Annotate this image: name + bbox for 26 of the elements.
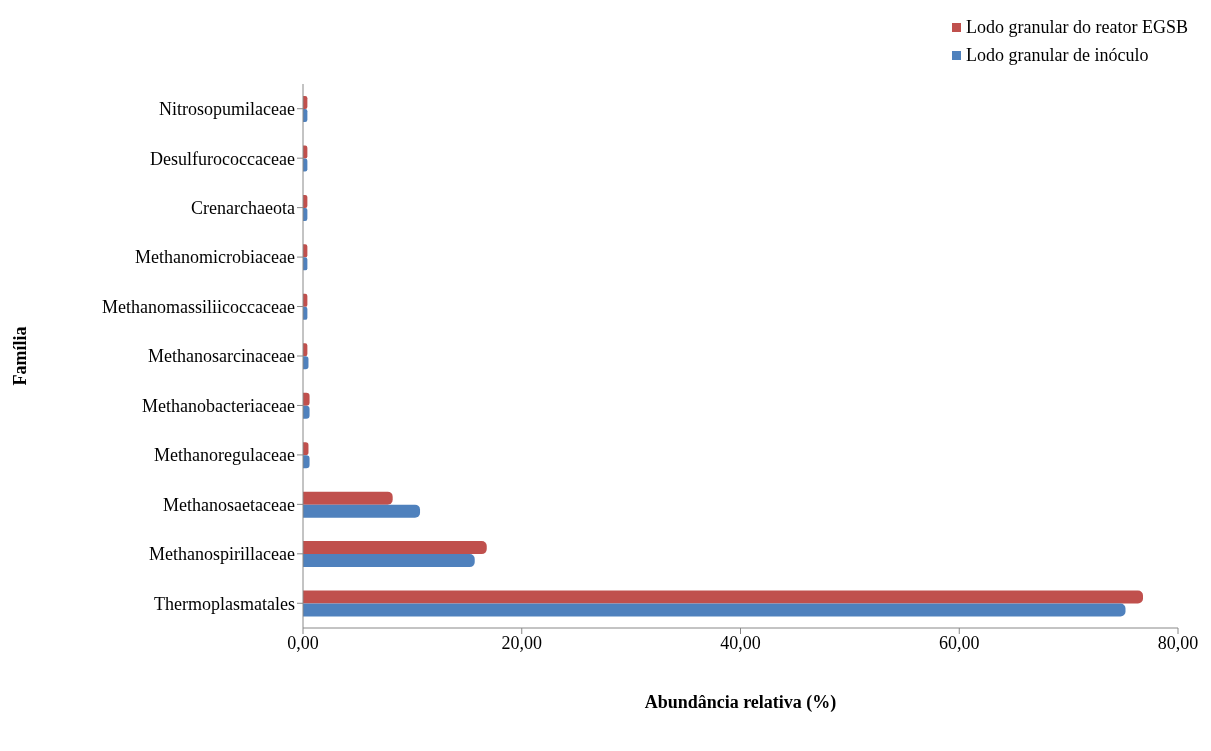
y-tick-label: Methanomicrobiaceae — [135, 247, 296, 268]
x-tick-label: 40,00 — [720, 632, 761, 653]
bar — [303, 554, 475, 568]
legend-label: Lodo granular de inóculo — [965, 44, 1149, 67]
y-tick-label: Nitrosopumilaceae — [159, 99, 296, 120]
bar — [303, 504, 421, 518]
y-tick-label: Methanobacteriaceae — [142, 395, 295, 416]
x-tick-label: 0,00 — [287, 632, 319, 653]
y-tick-label: Methanospirillaceae — [149, 544, 296, 565]
y-tick-label: Methanosaetaceae — [163, 494, 295, 515]
y-tick-label: Methanomassiliicoccaceae — [102, 296, 296, 317]
x-tick-label: 60,00 — [939, 632, 980, 653]
bar — [303, 603, 1126, 617]
y-axis-title: Família — [10, 326, 31, 386]
y-tick-label: Methanosarcinaceae — [148, 346, 295, 367]
y-tick-label: Methanoregulaceae — [154, 445, 295, 466]
x-tick-label: 20,00 — [501, 632, 542, 653]
x-axis-title: Abundância relativa (%) — [644, 692, 837, 713]
bar — [303, 491, 393, 505]
legend-label: Lodo granular do reator EGSB — [965, 16, 1188, 39]
bar — [303, 541, 487, 555]
bar — [303, 590, 1143, 604]
y-tick-label: Thermoplasmatales — [154, 593, 295, 614]
x-tick-label: 80,00 — [1157, 632, 1199, 653]
y-tick-label: Desulfurococcaceae — [150, 148, 295, 169]
y-tick-label: Crenarchaeota — [191, 198, 295, 219]
